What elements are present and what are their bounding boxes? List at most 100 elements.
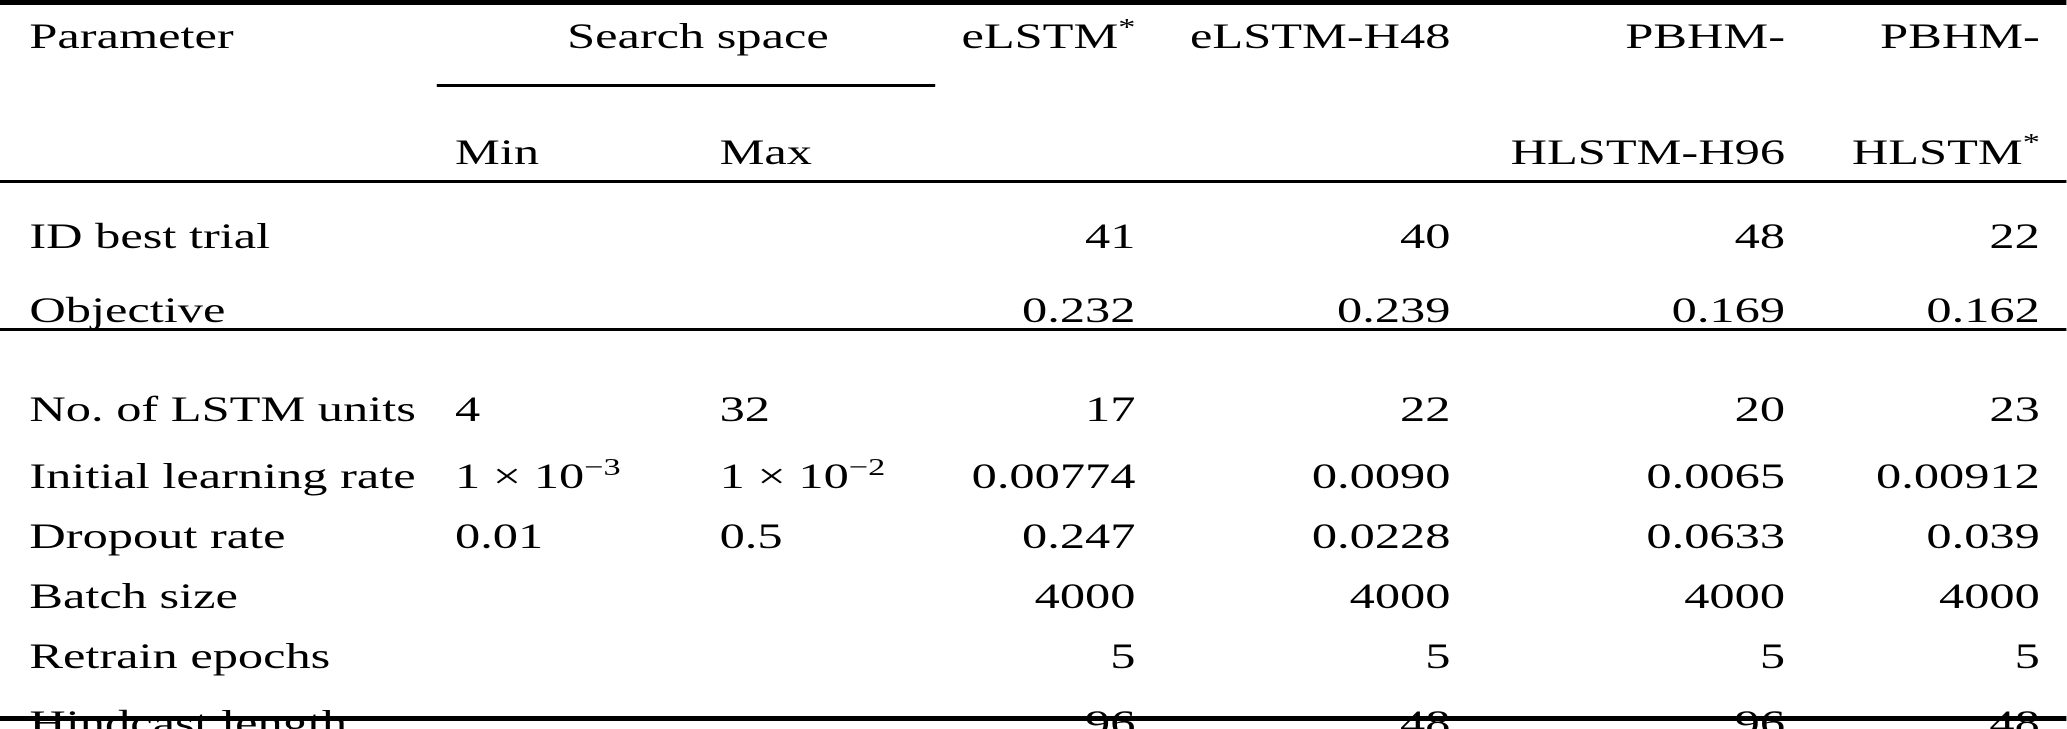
search-space-underline xyxy=(436,84,936,87)
model-column-header: eLSTM* xyxy=(941,0,1136,105)
table-row: Dropout rate 0.01 0.5 0.247 0.0228 0.0633 0.03… xyxy=(0,506,2066,566)
model-value-cell: 23 xyxy=(1989,388,2040,429)
model-value-cell: 48 xyxy=(1989,702,2040,729)
model-name: HLSTM xyxy=(1851,131,2023,172)
model-value-cell: 48 xyxy=(1400,702,1451,729)
min-value-cell: 1 × 10−3 xyxy=(455,446,720,506)
model-column-header-line2: HLSTM* xyxy=(1785,105,2066,198)
section-rule xyxy=(0,328,2067,331)
min-value-cell: 0.01 xyxy=(455,516,544,556)
model-value-cell: 4000 xyxy=(1349,576,1451,616)
model-value-cell: 96 xyxy=(1085,702,1136,729)
parameter-cell: Batch size xyxy=(29,576,238,616)
model-value-cell: 40 xyxy=(1400,215,1451,256)
empty-header-cell xyxy=(0,105,455,198)
model-name: PBHM- xyxy=(1880,16,2040,56)
model-column-header: eLSTM-H48 xyxy=(1135,0,1450,105)
model-value-cell: 0.239 xyxy=(1337,289,1451,330)
model-value-cell: 48 xyxy=(1734,215,1786,256)
search-space-column-header: Search space xyxy=(567,16,829,56)
max-value-cell xyxy=(720,686,941,729)
parameter-column-header: Parameter xyxy=(29,16,234,56)
section-hyperparameters: No. of LSTM units 4 32 17 22 20 23 Initial lear… xyxy=(0,356,2066,729)
model-value-cell: 4000 xyxy=(1684,576,1786,616)
parameter-cell: Retrain epochs xyxy=(29,636,331,676)
header-row-2: Min Max HLSTM-H96 HLSTM* xyxy=(0,105,2066,198)
min-value-cell xyxy=(455,273,720,356)
parameter-cell: Dropout rate xyxy=(29,516,286,556)
min-value-cell xyxy=(455,566,720,626)
model-value-cell: 22 xyxy=(1989,215,2040,256)
model-value-cell: 0.039 xyxy=(1926,516,2040,556)
model-value-cell: 0.0633 xyxy=(1646,516,1786,556)
table-row: ID best trial 41 40 48 22 xyxy=(0,198,2066,273)
model-value-cell: 0.247 xyxy=(1022,516,1136,556)
table-header: Parameter Search space eLSTM* eLSTM-H48 … xyxy=(0,0,2066,198)
model-value-cell: 5 xyxy=(1110,636,1136,676)
bottom-rule xyxy=(0,716,2067,721)
value-base: 1 × 10 xyxy=(455,456,585,496)
table-row: Hindcast length 96 48 96 48 xyxy=(0,686,2066,729)
table-row: Batch size 4000 4000 4000 4000 xyxy=(0,566,2066,626)
model-column-header-line2: HLSTM-H96 xyxy=(1450,105,1785,198)
model-column-header: PBHM- xyxy=(1785,0,2066,105)
value-base: 1 × 10 xyxy=(719,456,849,496)
model-value-cell: 5 xyxy=(1759,636,1786,676)
max-value-cell xyxy=(720,273,941,356)
model-value-cell: 41 xyxy=(1085,215,1136,256)
model-value-cell: 0.00912 xyxy=(1876,456,2040,496)
parameter-cell: Hindcast length xyxy=(29,702,348,729)
parameter-cell: Initial learning rate xyxy=(29,456,416,496)
model-name-superscript: * xyxy=(1118,13,1136,41)
table-row: Initial learning rate 1 × 10−3 1 × 10−2 0.0… xyxy=(0,446,2066,506)
model-name-superscript: * xyxy=(2022,129,2040,157)
empty-header-cell xyxy=(1135,105,1450,198)
min-column-header: Min xyxy=(455,131,540,172)
model-name: PBHM- xyxy=(1625,16,1786,56)
model-value-cell: 4000 xyxy=(1034,576,1136,616)
model-name: eLSTM-H48 xyxy=(1190,16,1451,56)
min-value-cell: 4 xyxy=(455,388,481,429)
value-exponent: −2 xyxy=(848,453,886,481)
parameter-cell: Objective xyxy=(29,289,226,330)
section-best-trial: ID best trial 41 40 48 22 Objective 0.232 0.239… xyxy=(0,198,2066,356)
model-value-cell: 0.0090 xyxy=(1311,456,1451,496)
top-rule xyxy=(0,0,2067,5)
model-value-cell: 22 xyxy=(1400,388,1451,429)
header-row-1: Parameter Search space eLSTM* eLSTM-H48 … xyxy=(0,0,2066,105)
model-name: eLSTM xyxy=(961,16,1119,56)
max-value-cell: 0.5 xyxy=(719,516,783,556)
max-value-cell xyxy=(720,626,941,686)
model-value-cell: 4000 xyxy=(1939,576,2040,616)
model-value-cell: 20 xyxy=(1734,388,1786,429)
max-value-cell xyxy=(720,566,941,626)
model-value-cell: 0.232 xyxy=(1022,289,1136,330)
min-value-cell xyxy=(455,626,720,686)
model-column-header: PBHM- xyxy=(1450,0,1785,105)
model-name: HLSTM-H96 xyxy=(1510,131,1786,172)
model-value-cell: 5 xyxy=(2014,636,2040,676)
table-row: Objective 0.232 0.239 0.169 0.162 xyxy=(0,273,2066,356)
model-value-cell: 5 xyxy=(1425,636,1451,676)
min-value-cell xyxy=(455,686,720,729)
model-value-cell: 0.0065 xyxy=(1646,456,1786,496)
model-value-cell: 0.162 xyxy=(1926,289,2040,330)
max-value-cell: 1 × 10−2 xyxy=(720,446,941,506)
min-value-cell xyxy=(455,198,720,273)
parameter-cell: No. of LSTM units xyxy=(29,388,416,429)
header-rule xyxy=(0,180,2067,183)
max-value-cell: 32 xyxy=(719,388,770,429)
empty-header-cell xyxy=(941,105,1136,198)
table-row: No. of LSTM units 4 32 17 22 20 23 xyxy=(0,356,2066,446)
model-value-cell: 17 xyxy=(1085,388,1136,429)
model-value-cell: 96 xyxy=(1734,702,1786,729)
model-value-cell: 0.00774 xyxy=(971,456,1136,496)
table-row: Retrain epochs 5 5 5 5 xyxy=(0,626,2066,686)
parameter-cell: ID best trial xyxy=(29,215,271,256)
model-value-cell: 0.169 xyxy=(1671,289,1786,330)
max-value-cell xyxy=(720,198,941,273)
max-column-header: Max xyxy=(719,131,812,172)
